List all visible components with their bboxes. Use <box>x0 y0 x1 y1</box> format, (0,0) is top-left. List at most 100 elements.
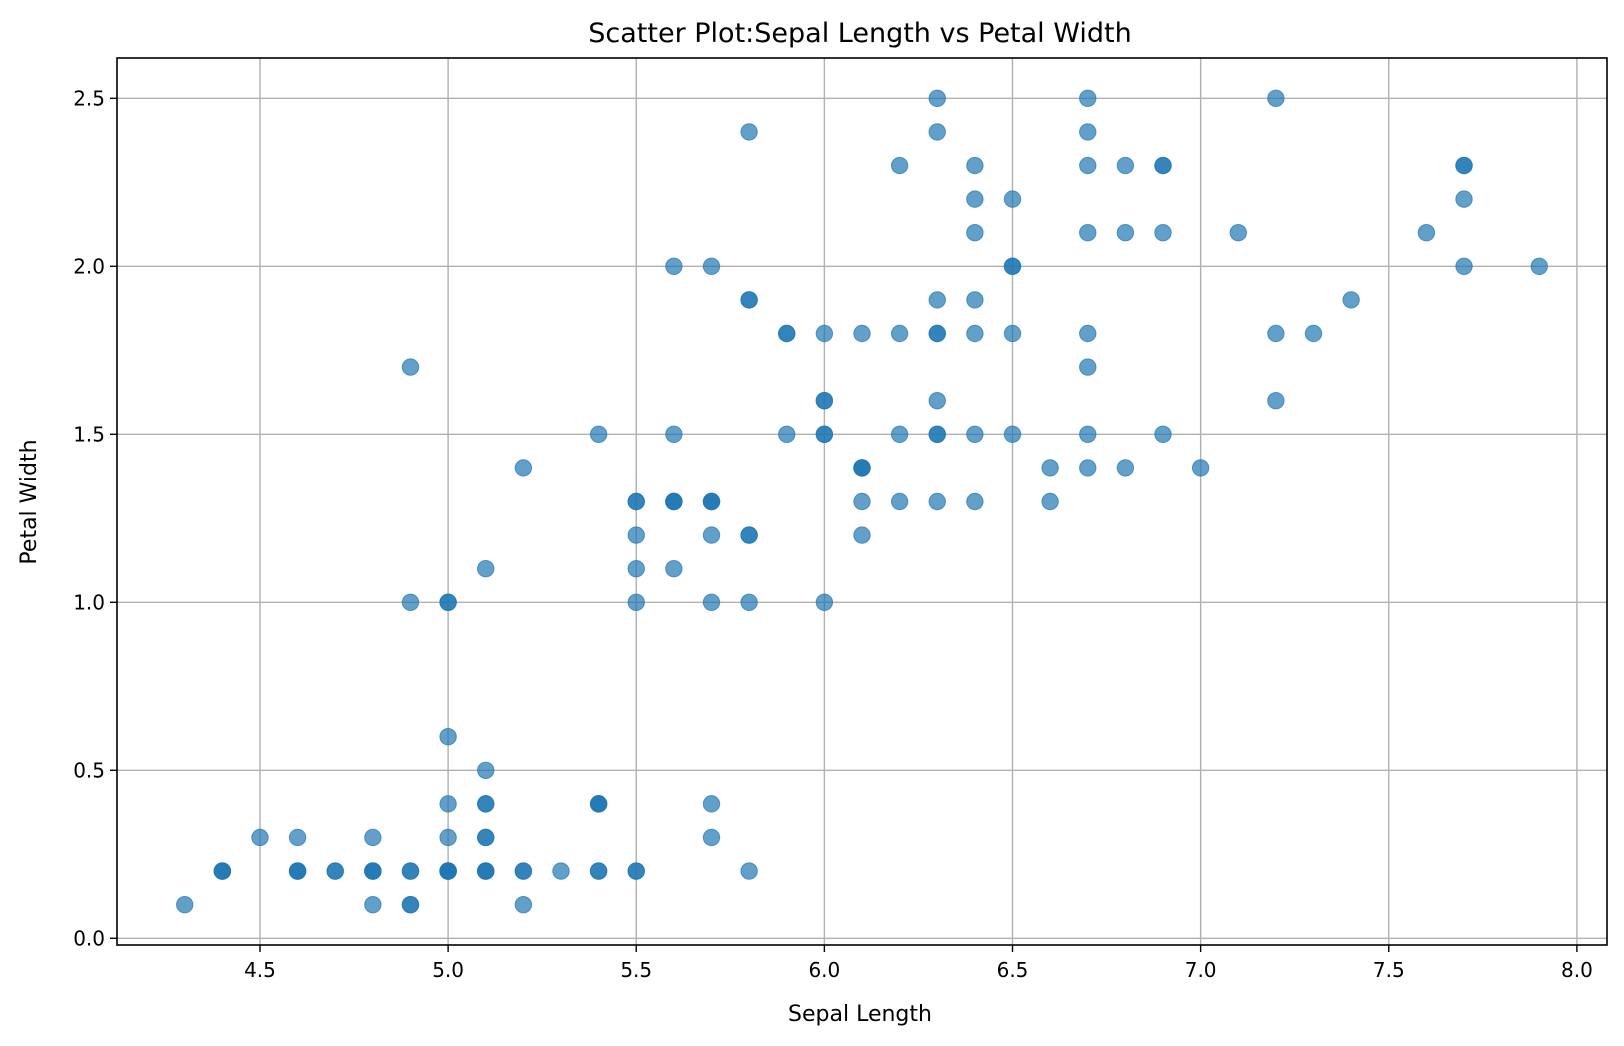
scatter-point <box>702 526 721 544</box>
scatter-point <box>665 492 683 511</box>
scatter-point <box>928 324 946 343</box>
x-axis-ticks: 4.5 5.0 5.5 6.0 6.5 7.0 7.5 8.0 <box>244 945 1593 982</box>
scatter-point <box>477 559 495 578</box>
y-tick-label: 2.0 <box>73 254 105 278</box>
scatter-point <box>364 895 382 914</box>
scatter-point <box>288 828 307 847</box>
scatter-point <box>1267 89 1285 108</box>
data-points <box>176 89 1548 914</box>
scatter-point <box>966 156 984 175</box>
scatter-point <box>251 828 269 847</box>
scatter-point <box>514 895 533 914</box>
scatter-point <box>1003 190 1022 208</box>
scatter-point <box>1041 459 1059 477</box>
scatter-point <box>589 425 608 444</box>
scatter-point <box>1154 156 1172 175</box>
scatter-point <box>477 828 495 847</box>
scatter-point <box>401 593 420 611</box>
y-tick-label: 1.0 <box>73 590 105 614</box>
scatter-point <box>1003 425 1022 444</box>
scatter-point <box>477 761 495 779</box>
scatter-point <box>401 895 420 914</box>
scatter-point <box>890 425 909 444</box>
scatter-point <box>665 425 683 444</box>
y-tick-label: 2.5 <box>73 86 105 110</box>
y-tick-label: 0.5 <box>73 758 105 782</box>
scatter-point <box>1079 123 1097 141</box>
scatter-point <box>702 828 721 847</box>
scatter-point <box>514 459 533 477</box>
scatter-point <box>778 324 796 343</box>
y-axis-ticks: 0.0 0.5 1.0 1.5 2.0 2.5 <box>73 86 117 950</box>
scatter-point <box>1229 224 1247 242</box>
scatter-point <box>401 862 420 880</box>
scatter-point <box>702 257 721 276</box>
scatter-point <box>890 324 909 343</box>
scatter-point <box>1530 257 1548 276</box>
scatter-point <box>1079 459 1097 477</box>
x-tick-label: 7.5 <box>1373 958 1405 982</box>
scatter-point <box>928 492 946 511</box>
scatter-point <box>477 862 495 880</box>
scatter-point <box>627 526 645 544</box>
scatter-point <box>1116 459 1135 477</box>
scatter-point <box>1267 392 1285 410</box>
y-tick-label: 1.5 <box>73 422 105 446</box>
scatter-point <box>1079 224 1097 242</box>
scatter-point <box>702 795 721 813</box>
scatter-point <box>1455 257 1473 276</box>
scatter-point <box>815 425 834 444</box>
scatter-point <box>1079 358 1097 376</box>
scatter-point <box>401 358 420 376</box>
scatter-point <box>702 492 721 511</box>
scatter-point <box>740 291 758 309</box>
scatter-point <box>627 492 645 511</box>
scatter-point <box>627 593 645 611</box>
scatter-point <box>928 123 946 141</box>
scatter-point <box>815 324 834 343</box>
scatter-point <box>740 526 758 544</box>
scatter-point <box>589 862 608 880</box>
scatter-point <box>439 795 457 813</box>
y-axis-label: Petal Width <box>17 439 42 564</box>
plot-frame <box>116 57 1608 946</box>
scatter-point <box>176 895 194 914</box>
scatter-point <box>514 862 533 880</box>
scatter-point <box>966 190 984 208</box>
x-tick-label: 7.0 <box>1185 958 1217 982</box>
scatter-point <box>665 559 683 578</box>
scatter-point <box>1267 324 1285 343</box>
scatter-point <box>1154 425 1172 444</box>
scatter-point <box>890 156 909 175</box>
scatter-point <box>439 862 457 880</box>
x-tick-label: 5.5 <box>620 958 652 982</box>
chart-title: Scatter Plot:Sepal Length vs Petal Width <box>588 18 1131 49</box>
x-tick-label: 6.0 <box>808 958 840 982</box>
scatter-point <box>1003 324 1022 343</box>
scatter-point <box>213 862 232 880</box>
scatter-point <box>928 392 946 410</box>
scatter-point <box>1041 492 1059 511</box>
scatter-point <box>815 392 834 410</box>
x-axis-label: Sepal Length <box>788 1002 932 1027</box>
scatter-point <box>1116 156 1135 175</box>
scatter-point <box>1154 224 1172 242</box>
scatter-point <box>740 593 758 611</box>
scatter-point <box>1116 224 1135 242</box>
scatter-point <box>928 425 946 444</box>
scatter-point <box>702 593 721 611</box>
scatter-point <box>966 224 984 242</box>
scatter-point <box>815 593 834 611</box>
scatter-point <box>627 559 645 578</box>
scatter-point <box>853 526 871 544</box>
scatter-point <box>928 291 946 309</box>
scatter-point <box>364 828 382 847</box>
x-tick-label: 6.5 <box>997 958 1029 982</box>
scatter-point <box>439 828 457 847</box>
scatter-point <box>288 862 307 880</box>
scatter-point <box>966 492 984 511</box>
scatter-point <box>1079 156 1097 175</box>
scatter-point <box>627 862 645 880</box>
scatter-point <box>966 324 984 343</box>
